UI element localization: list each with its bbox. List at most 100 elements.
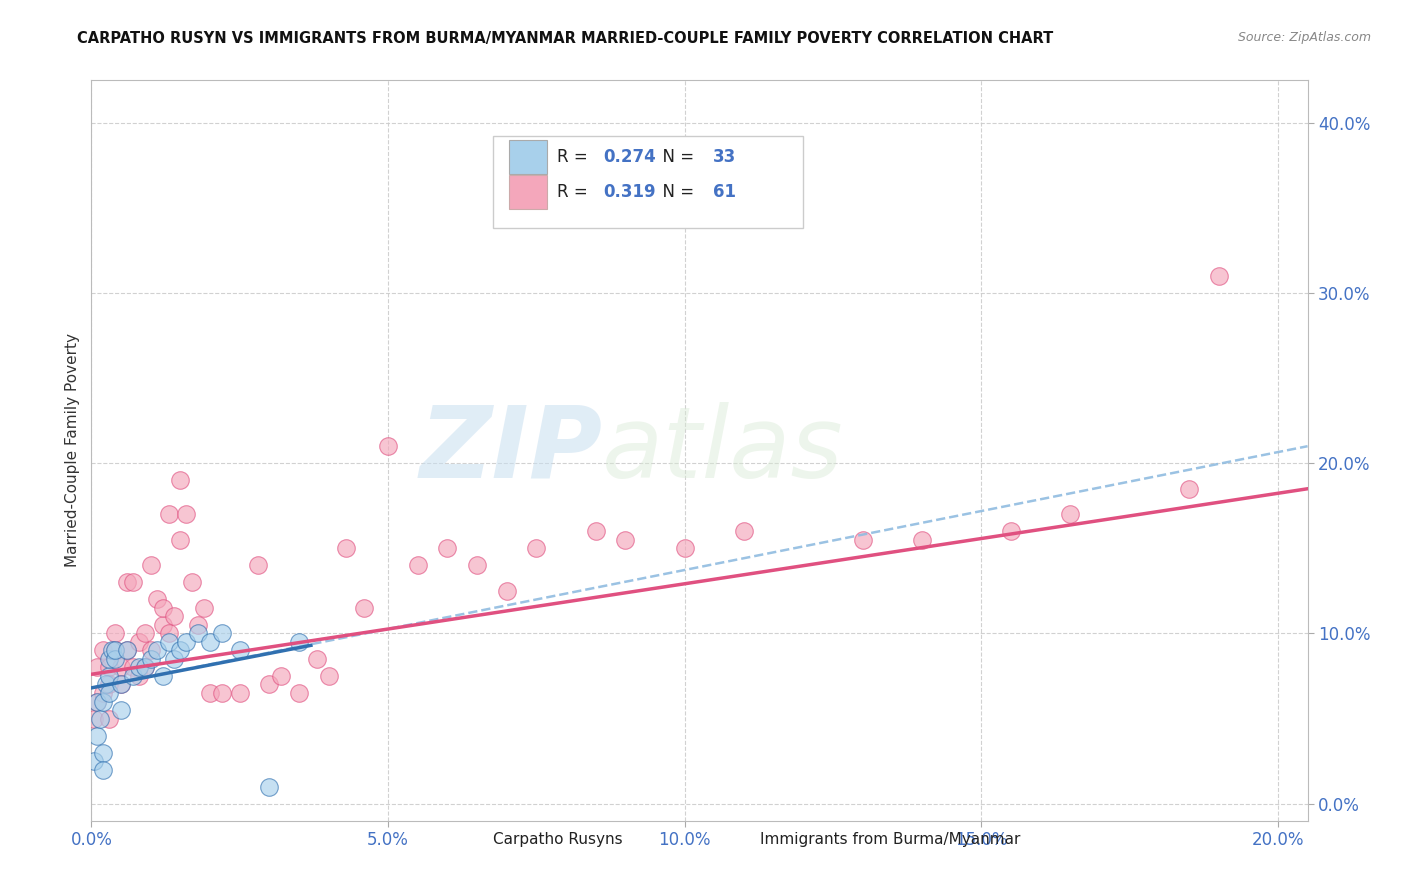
FancyBboxPatch shape	[509, 175, 547, 209]
Point	[134, 660, 156, 674]
Point	[86, 694, 108, 708]
Point	[406, 558, 429, 573]
Point	[852, 533, 875, 547]
Point	[98, 686, 121, 700]
Text: R =: R =	[557, 183, 593, 201]
Point	[139, 643, 162, 657]
Point	[86, 729, 108, 743]
FancyBboxPatch shape	[454, 824, 485, 855]
Point	[169, 533, 191, 547]
Point	[83, 754, 105, 768]
Point	[614, 533, 637, 547]
Text: atlas: atlas	[602, 402, 844, 499]
Point	[122, 575, 145, 590]
Point	[122, 669, 145, 683]
Point	[259, 780, 281, 794]
Text: 0.319: 0.319	[603, 183, 657, 201]
Point	[98, 712, 121, 726]
Text: Immigrants from Burma/Myanmar: Immigrants from Burma/Myanmar	[761, 832, 1021, 847]
Point	[98, 669, 121, 683]
Point	[134, 626, 156, 640]
Point	[91, 686, 114, 700]
Point	[169, 643, 191, 657]
Text: R =: R =	[557, 148, 593, 166]
Point	[91, 763, 114, 777]
Point	[91, 643, 114, 657]
Point	[228, 643, 250, 657]
Point	[98, 660, 121, 674]
Point	[176, 508, 198, 522]
Point	[91, 746, 114, 760]
Point	[377, 439, 399, 453]
Point	[733, 524, 755, 539]
Point	[585, 524, 607, 539]
Point	[110, 677, 132, 691]
Point	[91, 694, 114, 708]
Point	[98, 652, 121, 666]
Point	[104, 626, 127, 640]
Point	[86, 694, 108, 708]
Point	[211, 626, 233, 640]
Point	[163, 652, 186, 666]
Text: N =: N =	[652, 183, 699, 201]
Point	[110, 703, 132, 717]
Point	[1000, 524, 1022, 539]
Point	[122, 660, 145, 674]
Point	[115, 643, 138, 657]
Point	[104, 652, 127, 666]
Point	[436, 541, 458, 556]
Point	[115, 575, 138, 590]
Point	[495, 583, 517, 598]
Point	[157, 626, 180, 640]
Point	[139, 652, 162, 666]
Point	[152, 600, 174, 615]
Point	[157, 508, 180, 522]
Point	[139, 558, 162, 573]
Text: N =: N =	[652, 148, 699, 166]
Text: 33: 33	[713, 148, 737, 166]
Point	[181, 575, 204, 590]
Point	[101, 643, 124, 657]
Point	[134, 660, 156, 674]
Point	[288, 686, 311, 700]
Point	[163, 609, 186, 624]
Point	[335, 541, 357, 556]
Point	[89, 712, 111, 726]
Point	[187, 618, 209, 632]
Point	[98, 677, 121, 691]
Point	[1208, 268, 1230, 283]
Point	[318, 669, 340, 683]
FancyBboxPatch shape	[492, 136, 803, 228]
Point	[83, 712, 105, 726]
Point	[198, 635, 221, 649]
Point	[115, 643, 138, 657]
Point	[193, 600, 215, 615]
Point	[104, 643, 127, 657]
Point	[288, 635, 311, 649]
Point	[145, 592, 167, 607]
Point	[169, 473, 191, 487]
Point	[246, 558, 269, 573]
Point	[211, 686, 233, 700]
Text: 0.274: 0.274	[603, 148, 657, 166]
Point	[145, 643, 167, 657]
Point	[104, 643, 127, 657]
Point	[152, 669, 174, 683]
Point	[305, 652, 328, 666]
Point	[110, 677, 132, 691]
Point	[157, 635, 180, 649]
Point	[198, 686, 221, 700]
Text: Source: ZipAtlas.com: Source: ZipAtlas.com	[1237, 31, 1371, 45]
FancyBboxPatch shape	[509, 140, 547, 174]
Point	[911, 533, 934, 547]
Text: CARPATHO RUSYN VS IMMIGRANTS FROM BURMA/MYANMAR MARRIED-COUPLE FAMILY POVERTY CO: CARPATHO RUSYN VS IMMIGRANTS FROM BURMA/…	[77, 31, 1053, 46]
Point	[270, 669, 292, 683]
Point	[86, 660, 108, 674]
Point	[128, 669, 150, 683]
FancyBboxPatch shape	[721, 824, 754, 855]
Text: ZIP: ZIP	[419, 402, 602, 499]
Point	[524, 541, 547, 556]
Point	[1059, 508, 1081, 522]
Point	[228, 686, 250, 700]
Point	[259, 677, 281, 691]
